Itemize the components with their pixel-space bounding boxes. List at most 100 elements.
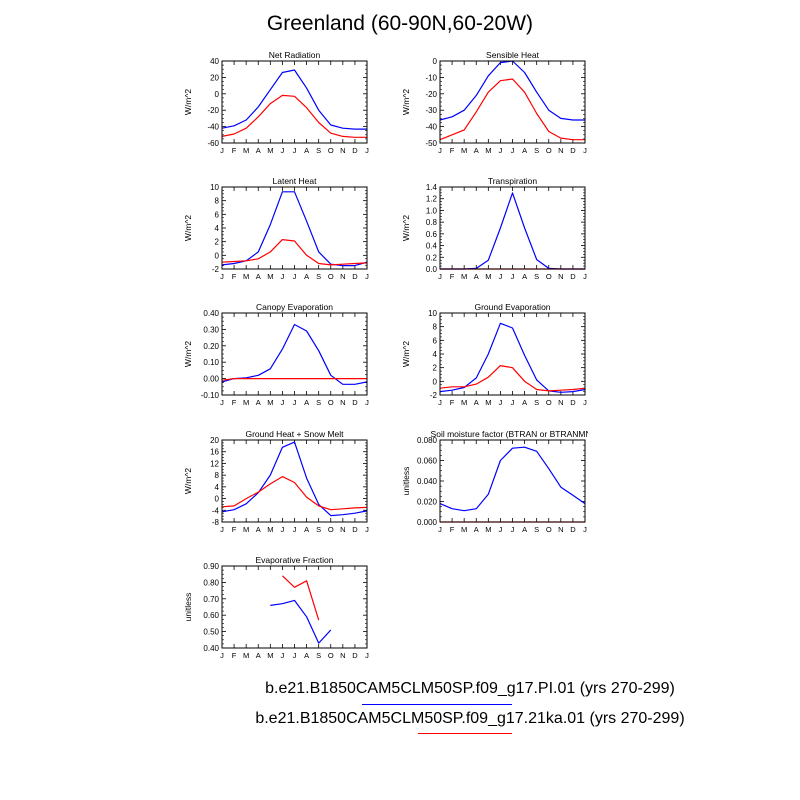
- legend-entry-2-line: [418, 733, 512, 734]
- chart-title: Net Radiation: [269, 50, 321, 60]
- x-tick-label: D: [352, 651, 358, 660]
- x-tick-label: M: [243, 525, 249, 534]
- x-tick-label: J: [281, 146, 285, 155]
- x-tick-label: D: [570, 525, 576, 534]
- x-tick-label: N: [558, 146, 563, 155]
- x-tick-label: S: [316, 651, 321, 660]
- y-tick-label: 8: [433, 323, 438, 332]
- y-tick-label: 0.080: [417, 436, 438, 445]
- x-tick-label: M: [267, 651, 273, 660]
- x-tick-label: J: [499, 272, 503, 281]
- x-tick-label: A: [522, 398, 527, 407]
- x-tick-label: A: [304, 651, 309, 660]
- y-tick-label: 10: [428, 309, 437, 318]
- x-tick-label: J: [511, 398, 515, 407]
- x-tick-label: N: [340, 272, 345, 281]
- y-tick-label: 1.4: [426, 183, 438, 192]
- y-tick-label: -10: [425, 73, 437, 82]
- x-tick-label: J: [220, 651, 224, 660]
- x-tick-label: F: [232, 272, 237, 281]
- x-tick-label: A: [474, 146, 479, 155]
- x-tick-label: J: [583, 146, 587, 155]
- x-tick-label: J: [365, 398, 369, 407]
- x-tick-label: M: [461, 398, 467, 407]
- y-tick-label: 0.000: [417, 518, 438, 527]
- y-tick-label: 0.040: [417, 477, 438, 486]
- x-tick-label: J: [365, 272, 369, 281]
- y-tick-label: 40: [210, 57, 219, 66]
- x-tick-label: N: [558, 272, 563, 281]
- x-tick-label: A: [522, 272, 527, 281]
- x-tick-label: A: [256, 651, 261, 660]
- chart-panel-4: Canopy Evaporation W/m^2 -0.10 0.00 0.10 0.20…: [183, 302, 369, 407]
- y-tick-label: -20: [207, 106, 219, 115]
- chart-panel-7: Soil moisture factor (BTRAN or BTRANMN) u…: [401, 429, 588, 534]
- x-tick-label: D: [352, 272, 358, 281]
- x-tick-label: A: [304, 272, 309, 281]
- y-axis-label: W/m^2: [401, 89, 411, 115]
- y-tick-label: 0.020: [417, 498, 438, 507]
- x-tick-label: M: [485, 398, 491, 407]
- series-line-0: [270, 599, 332, 644]
- x-tick-label: J: [220, 398, 224, 407]
- x-tick-label: J: [293, 146, 297, 155]
- x-tick-label: J: [438, 398, 442, 407]
- y-axis-label: W/m^2: [401, 341, 411, 367]
- y-tick-label: -60: [207, 139, 219, 148]
- x-tick-label: F: [232, 525, 237, 534]
- x-tick-label: A: [522, 146, 527, 155]
- legend-entry-1-label: b.e21.B1850CAM5CLM50SP.f09_g17.PI.01 (yr…: [265, 680, 675, 697]
- x-tick-label: D: [570, 146, 576, 155]
- x-tick-label: J: [293, 398, 297, 407]
- series-line-0: [439, 322, 586, 393]
- plot-frame: [439, 439, 586, 523]
- x-tick-label: F: [450, 525, 455, 534]
- x-tick-label: F: [232, 146, 237, 155]
- x-tick-label: J: [220, 525, 224, 534]
- y-tick-label: 0: [433, 57, 438, 66]
- y-tick-label: 4: [215, 483, 220, 492]
- y-tick-label: 0: [215, 90, 220, 99]
- y-tick-label: 4: [215, 224, 220, 233]
- x-tick-label: D: [570, 272, 576, 281]
- y-tick-label: 16: [210, 448, 219, 457]
- x-tick-label: M: [485, 525, 491, 534]
- plot-frame: [439, 60, 586, 144]
- x-tick-label: J: [511, 525, 515, 534]
- legend-entry-1-line: [362, 704, 512, 705]
- chart-panel-8: Evaporative Fraction unitless 0.40 0.50 0.60…: [183, 555, 369, 660]
- chart-panel-6: Ground Heat + Snow Melt W/m^2 -8 -4 0 4 8 12 16 2…: [183, 429, 369, 534]
- x-tick-label: O: [328, 398, 334, 407]
- y-axis-label: W/m^2: [183, 468, 193, 494]
- y-tick-label: -2: [430, 391, 438, 400]
- plot-frame: [221, 565, 368, 649]
- series-line-1: [221, 475, 368, 511]
- x-tick-label: M: [461, 272, 467, 281]
- y-tick-label: 0.40: [203, 644, 219, 653]
- x-tick-label: J: [583, 398, 587, 407]
- x-tick-label: F: [232, 398, 237, 407]
- chart-title: Evaporative Fraction: [256, 555, 334, 565]
- y-tick-label: -2: [212, 265, 220, 274]
- y-tick-label: 0: [433, 377, 438, 386]
- y-tick-label: 0.40: [203, 309, 219, 318]
- chart-title: Transpiration: [488, 176, 538, 186]
- y-axis-label: unitless: [183, 593, 193, 622]
- chart-title: Ground Evaporation: [474, 302, 550, 312]
- x-tick-label: N: [340, 525, 345, 534]
- x-tick-label: S: [316, 398, 321, 407]
- x-tick-label: N: [340, 146, 345, 155]
- x-tick-label: A: [304, 146, 309, 155]
- x-tick-label: M: [485, 272, 491, 281]
- x-tick-label: M: [243, 146, 249, 155]
- x-tick-label: N: [340, 398, 345, 407]
- page-title: Greenland (60-90N,60-20W): [266, 12, 534, 35]
- x-tick-label: M: [267, 272, 273, 281]
- x-tick-label: S: [534, 525, 539, 534]
- x-tick-label: A: [474, 525, 479, 534]
- plot-frame: [221, 312, 368, 396]
- chart-title: Latent Heat: [273, 176, 318, 186]
- y-tick-label: -8: [212, 518, 220, 527]
